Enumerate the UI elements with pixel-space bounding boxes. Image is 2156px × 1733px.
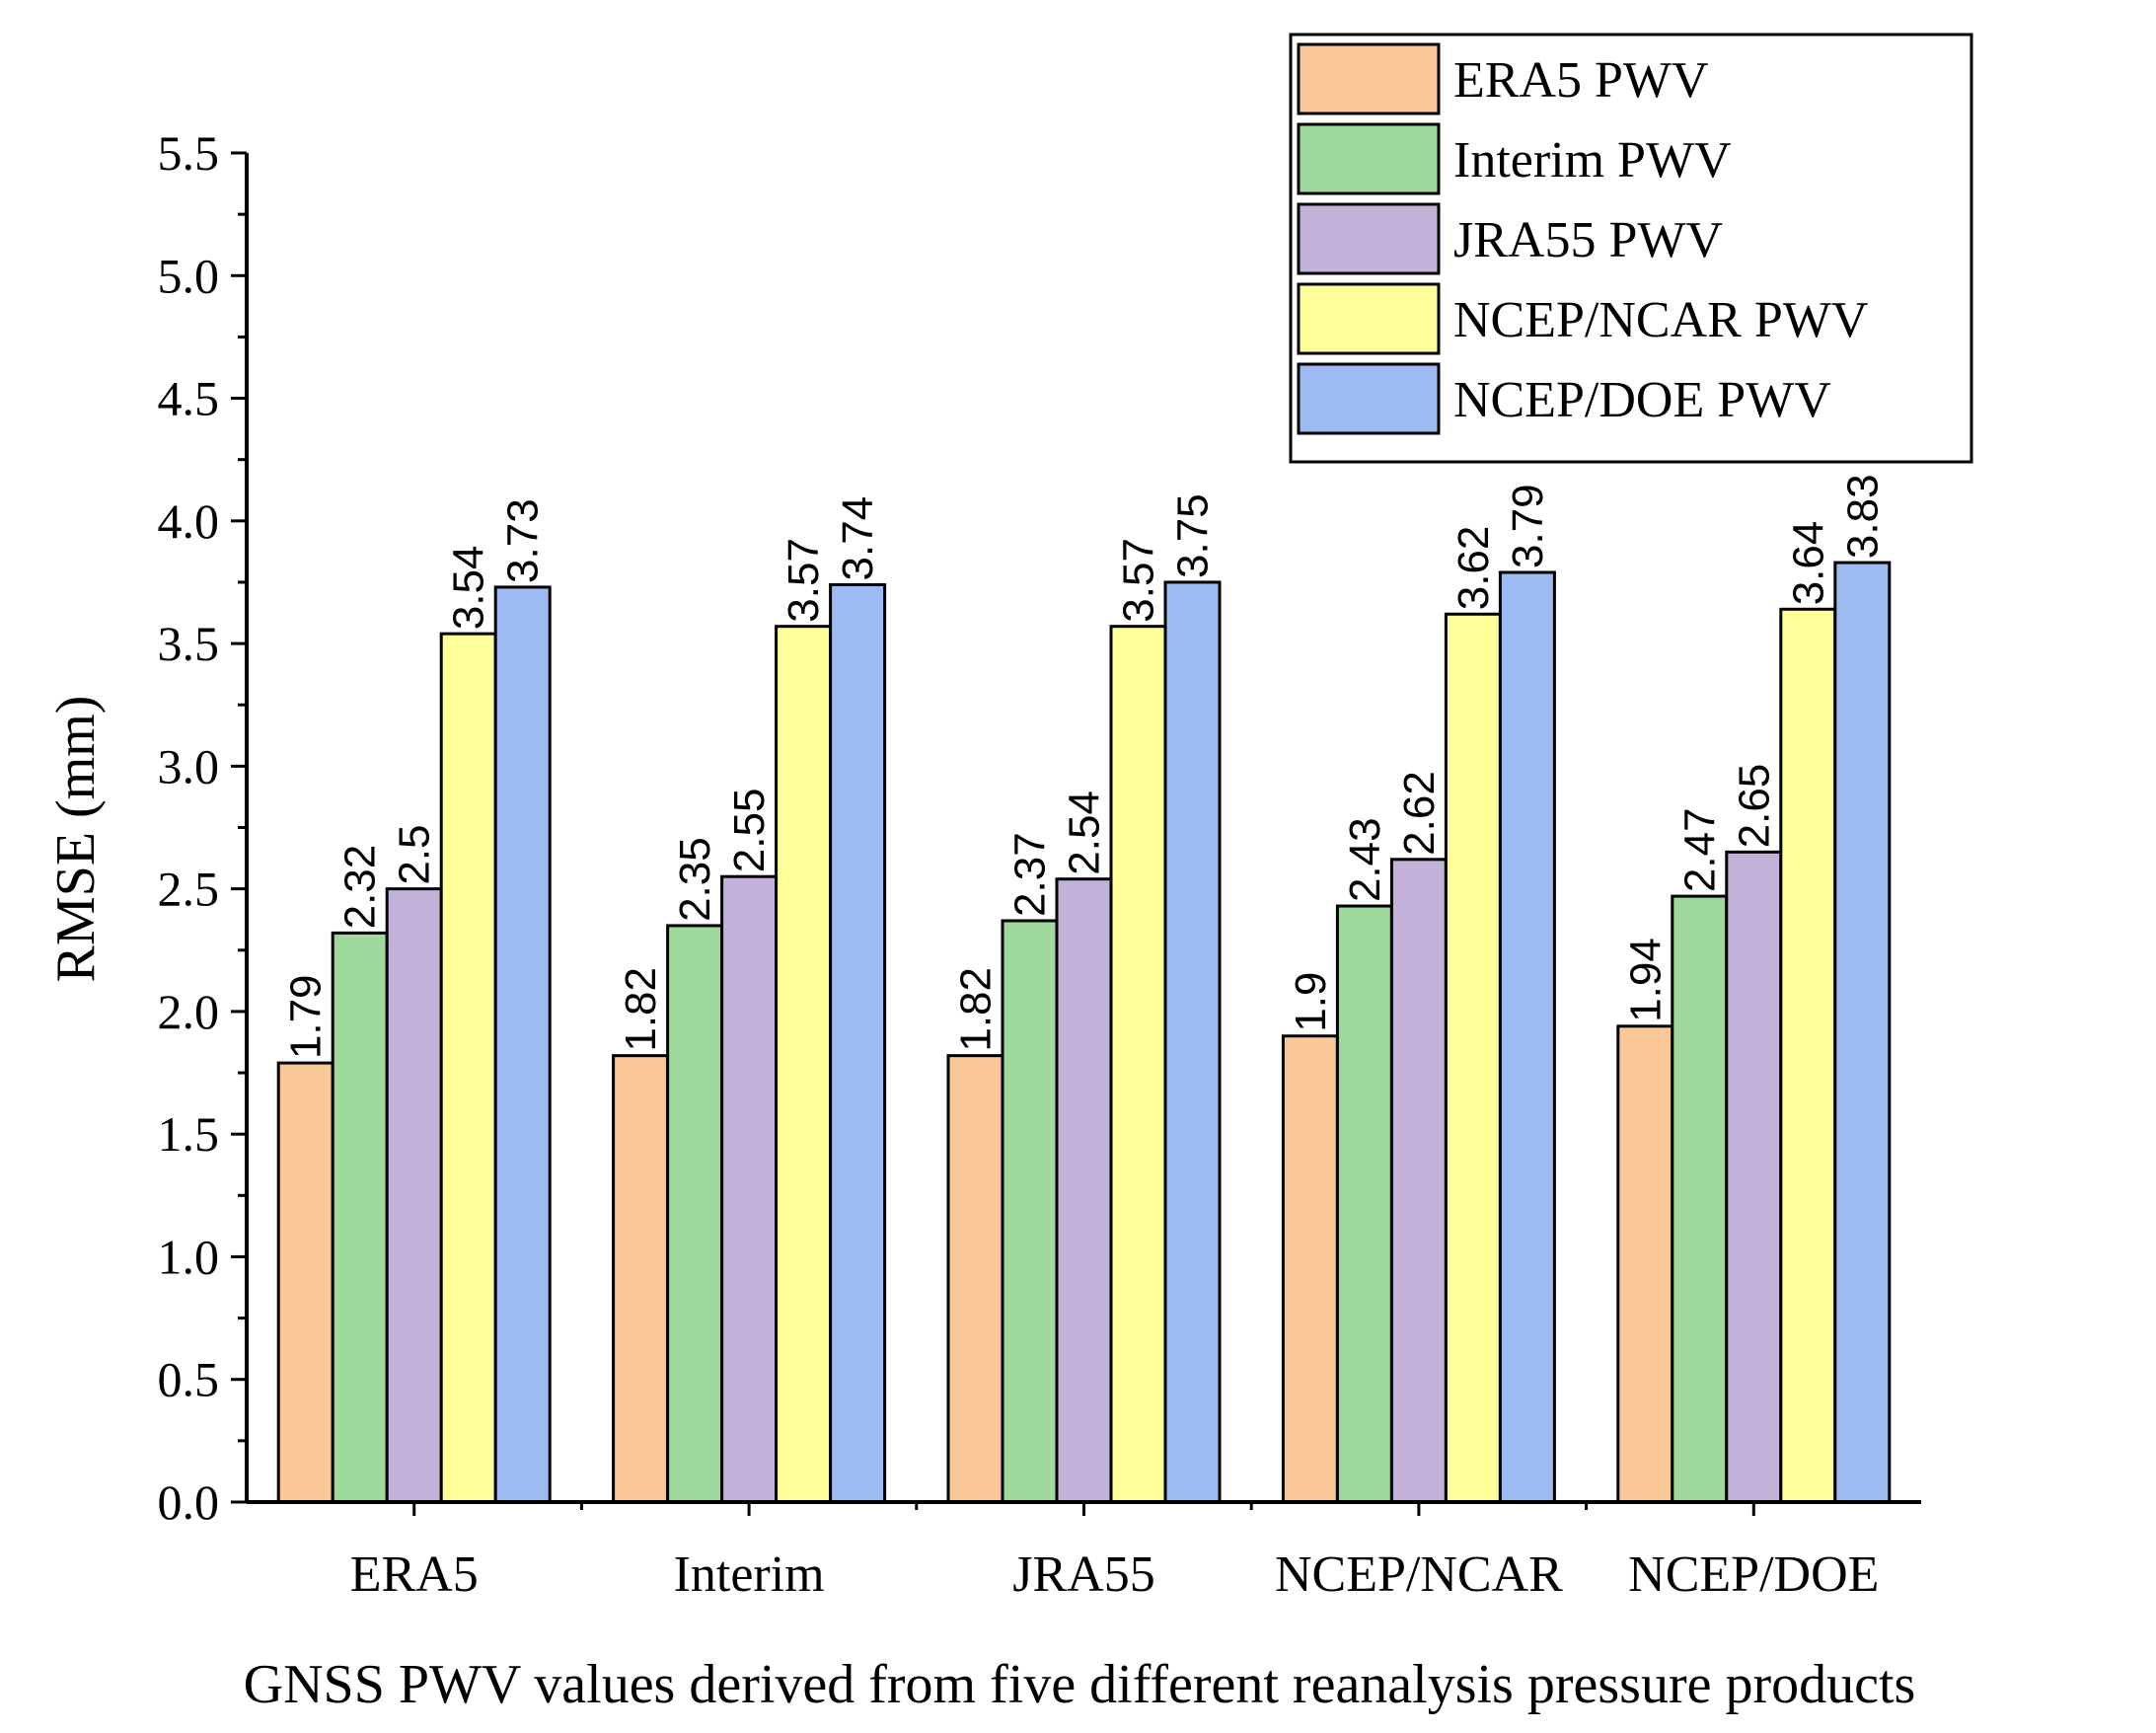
y-tick-label: 1.5 [158, 1106, 220, 1162]
x-axis-title: GNSS PWV values derived from five differ… [244, 1654, 1916, 1715]
data-label: 3.62 [1450, 526, 1498, 611]
y-tick-label: 0.5 [158, 1352, 220, 1407]
bar-jra55-series-5 [1163, 580, 1222, 1504]
bar-era5-series-1 [276, 1061, 335, 1504]
data-label: 3.75 [1169, 493, 1218, 578]
y-tick-label: 2.0 [158, 984, 220, 1039]
axes-layer: ERA5 Interim JRA55 NCEP/NCAR NCEP/DOE 0.0 0.5 1… [158, 125, 1921, 1603]
data-label: 2.37 [1006, 832, 1055, 917]
y-tick-label: 0.0 [158, 1474, 220, 1530]
legend-label: ERA5 PWV [1453, 52, 1709, 109]
bar-jra55-series-1 [946, 1054, 1004, 1504]
bar-jra55-series-4 [1109, 625, 1167, 1504]
y-tick-label: 4.5 [158, 371, 220, 426]
bar-jra55-series-3 [1055, 877, 1113, 1504]
legend-swatch [1297, 122, 1441, 195]
x-tick-label: Interim [674, 1546, 825, 1603]
x-tick-label: NCEP/NCAR [1275, 1546, 1563, 1603]
legend-label: Interim PWV [1453, 132, 1732, 188]
x-tick-label: JRA55 [1012, 1546, 1154, 1603]
data-labels-layer: 1.792.32 2.53.543.731.822.352.553.57 3.741… [282, 474, 1888, 1059]
x-tick-label: NCEP/DOE [1628, 1546, 1879, 1603]
data-label: 1.9 [1287, 972, 1335, 1032]
data-label: 3.64 [1784, 521, 1832, 606]
data-label: 2.55 [725, 789, 774, 873]
data-label: 3.57 [1115, 538, 1163, 623]
data-label: 2.47 [1675, 807, 1724, 892]
bar-ncep-ncar-series-4 [1444, 612, 1502, 1504]
bar-interim-series-5 [829, 582, 887, 1504]
bar-ncep-doe-series-4 [1779, 607, 1837, 1504]
bar-interim-series-2 [666, 924, 724, 1504]
legend-label: JRA55 PWV [1453, 212, 1723, 268]
x-tick-label: ERA5 [350, 1546, 479, 1603]
y-axis-title: RMSE (mm) [45, 696, 107, 983]
y-tick-label: 2.5 [158, 862, 220, 917]
data-label: 2.62 [1395, 771, 1444, 856]
legend-swatch [1297, 42, 1441, 115]
data-label: 3.74 [834, 496, 882, 581]
data-label: 1.82 [952, 967, 1001, 1052]
data-label: 3.57 [780, 538, 828, 623]
bar-interim-series-3 [720, 874, 779, 1504]
data-label: 2.54 [1061, 791, 1109, 875]
y-tick-label: 1.0 [158, 1229, 220, 1284]
bar-jra55-series-2 [1001, 919, 1059, 1504]
y-tick-label: 3.0 [158, 738, 220, 793]
bar-interim-series-1 [612, 1054, 670, 1504]
bar-ncep-ncar-series-2 [1335, 904, 1393, 1504]
legend: ERA5 PWV Interim PWV JRA55 PWV NCEP/NCAR PW… [1289, 33, 1973, 464]
data-label: 2.35 [671, 837, 719, 922]
legend-swatch [1297, 202, 1441, 275]
data-label: 3.73 [499, 498, 548, 583]
bar-ncep-doe-series-5 [1833, 561, 1892, 1504]
data-label: 1.94 [1621, 938, 1670, 1022]
bar-ncep-doe-series-2 [1671, 894, 1729, 1504]
data-label: 2.5 [391, 824, 439, 884]
bar-ncep-ncar-series-1 [1281, 1034, 1339, 1504]
y-tick-label: 5.5 [158, 125, 220, 181]
bar-era5-series-2 [331, 931, 389, 1504]
data-label: 2.43 [1341, 817, 1389, 902]
bar-ncep-ncar-series-5 [1498, 570, 1556, 1504]
legend-label: NCEP/DOE PWV [1453, 372, 1831, 428]
bar-interim-series-4 [775, 625, 833, 1504]
y-tick-label: 3.5 [158, 616, 220, 671]
bar-era5-series-4 [439, 632, 497, 1504]
y-tick-label: 4.0 [158, 493, 220, 549]
data-label: 3.83 [1838, 474, 1887, 559]
bar-ncep-ncar-series-3 [1389, 858, 1448, 1504]
data-label: 2.32 [336, 845, 385, 930]
data-label: 3.54 [445, 546, 493, 631]
data-label: 1.79 [282, 974, 331, 1059]
bar-era5-series-5 [493, 585, 552, 1504]
data-label: 1.82 [617, 967, 665, 1052]
y-tick-label: 5.0 [158, 248, 220, 303]
legend-swatch [1297, 362, 1441, 435]
bar-ncep-doe-series-1 [1616, 1024, 1674, 1504]
legend-swatch [1297, 282, 1441, 355]
bar-era5-series-3 [385, 887, 443, 1504]
bars-layer [276, 561, 1892, 1504]
bar-ncep-doe-series-3 [1725, 850, 1783, 1504]
data-label: 2.65 [1730, 764, 1778, 849]
data-label: 3.79 [1504, 484, 1552, 568]
legend-label: NCEP/NCAR PWV [1453, 292, 1868, 348]
